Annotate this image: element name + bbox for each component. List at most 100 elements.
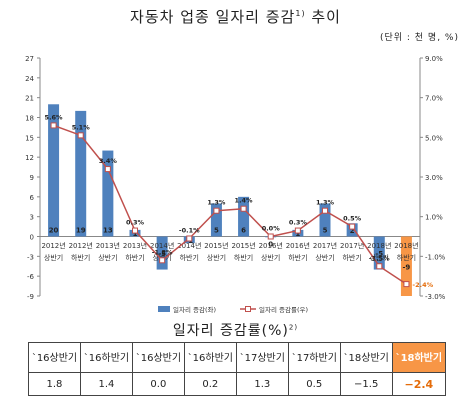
bar bbox=[156, 236, 168, 270]
table-header-cell: `17하반기 bbox=[287, 342, 341, 373]
bar bbox=[238, 196, 250, 237]
x-axis-category-label: 2013년 상반기 bbox=[96, 241, 120, 262]
combo-chart: 2724211815129630-3-6-99.0%7.0%5.0%3.0%1.… bbox=[25, 55, 446, 314]
table-value-cell: 1.8 bbox=[28, 372, 81, 396]
table-title-footnote: 2) bbox=[288, 323, 299, 332]
legend-line-label: 일자리 증감률(우) bbox=[259, 305, 308, 314]
rate-data-label: 1.3% bbox=[316, 199, 335, 207]
table-value-cell: −2.4 bbox=[391, 372, 447, 396]
right-axis-tick-label: 9.0% bbox=[425, 55, 443, 63]
right-axis-tick-label: -3.0% bbox=[425, 293, 446, 301]
table-value-cell: 1.4 bbox=[79, 372, 133, 396]
x-axis-category-label: 2017년 상반기 bbox=[313, 241, 337, 262]
left-axis-tick-label: -6 bbox=[27, 273, 35, 281]
left-axis-tick-label: 15 bbox=[25, 134, 34, 142]
x-axis-category-label: 2016년 상반기 bbox=[259, 241, 283, 262]
bar bbox=[400, 236, 412, 296]
rate-data-label: 0.3% bbox=[126, 219, 145, 227]
left-axis-tick-label: 27 bbox=[25, 55, 34, 63]
table-value-cell: 1.3 bbox=[235, 372, 289, 396]
rate-marker bbox=[322, 207, 328, 214]
x-axis-category-label: 2012년 하반기 bbox=[69, 241, 93, 262]
right-axis-tick-label: 5.0% bbox=[425, 134, 443, 142]
x-axis-category-label: 2017년 하반기 bbox=[340, 241, 364, 262]
rate-marker bbox=[294, 227, 301, 234]
rate-marker bbox=[104, 166, 111, 173]
rate-data-label: 5.1% bbox=[72, 123, 91, 131]
rate-data-label: 5.6% bbox=[45, 113, 64, 121]
table-value-cell: 0.0 bbox=[131, 372, 185, 396]
unit-label: (단위 : 천 명, %) bbox=[379, 33, 459, 43]
left-axis-tick-label: 24 bbox=[25, 75, 34, 83]
bar-data-label: 5 bbox=[214, 227, 219, 235]
bar-data-label: 20 bbox=[49, 227, 59, 235]
x-axis-category-label: 2016년 하반기 bbox=[286, 241, 310, 262]
bar-data-label: -5 bbox=[375, 250, 383, 258]
x-axis-category-label: 2018년 하반기 bbox=[394, 241, 418, 262]
rate-data-label: 3.4% bbox=[99, 157, 118, 165]
rate-marker bbox=[240, 205, 247, 212]
table-header-cell: `18상반기 bbox=[339, 342, 393, 373]
left-axis-tick-label: -3 bbox=[27, 253, 34, 261]
left-axis-tick-label: 0 bbox=[30, 234, 34, 242]
bar bbox=[346, 223, 358, 237]
rate-data-label: 1.3% bbox=[207, 199, 226, 207]
table-header-cell: `16상반기 bbox=[131, 342, 185, 373]
left-axis-tick-label: 12 bbox=[25, 154, 34, 162]
chart-title-text: 자동차 업종 일자리 증감 bbox=[130, 8, 296, 26]
bar-data-label: 13 bbox=[103, 227, 113, 235]
right-axis-tick-label: 3.0% bbox=[425, 174, 443, 182]
bar bbox=[102, 150, 114, 237]
x-axis-category-label: 2018년 상반기 bbox=[367, 241, 391, 262]
rate-marker bbox=[403, 281, 410, 288]
bar-data-label: -9 bbox=[403, 263, 411, 271]
legend-line-marker bbox=[245, 306, 251, 312]
table-title-text: 일자리 증감률(%) bbox=[172, 323, 289, 339]
rate-data-label: -1.2% bbox=[152, 248, 173, 256]
rate-marker bbox=[132, 227, 138, 234]
rate-marker bbox=[77, 132, 84, 139]
table-value-cell: 0.5 bbox=[287, 372, 341, 396]
growth-rate-table: `16상반기 `16하반기 `16상반기 `16하반기 `17상반기 `17하반기 `18상… bbox=[28, 342, 447, 396]
bar bbox=[373, 236, 385, 270]
bar-data-label: 5 bbox=[323, 227, 328, 235]
rate-data-label: 0.0% bbox=[262, 225, 281, 233]
rate-data-label: -2.4% bbox=[412, 281, 433, 289]
rate-marker bbox=[349, 223, 356, 230]
rate-data-label: 1.4% bbox=[235, 197, 254, 205]
x-axis-category-label: 2015년 하반기 bbox=[231, 241, 255, 262]
legend-bar-label: 일자리 증감(좌) bbox=[173, 305, 216, 314]
table-header-cell: `18하반기 bbox=[391, 342, 447, 373]
rate-marker bbox=[159, 257, 166, 264]
table-header-cell: `16하반기 bbox=[79, 342, 133, 373]
bar bbox=[210, 203, 222, 237]
rate-marker bbox=[213, 207, 220, 214]
bar-data-label: 2 bbox=[350, 227, 355, 235]
left-axis-tick-label: -9 bbox=[27, 293, 34, 301]
rate-marker bbox=[267, 233, 274, 240]
rate-data-label: -1.5% bbox=[369, 254, 390, 262]
rate-data-label: -0.1% bbox=[179, 226, 200, 234]
x-axis-category-label: 2012년 상반기 bbox=[41, 241, 65, 262]
bar-data-label: 1 bbox=[133, 230, 138, 238]
x-axis-category-label: 2014년 하반기 bbox=[177, 241, 201, 262]
table-value-row: 1.8 1.4 0.0 0.2 1.3 0.5 −1.5 −2.4 bbox=[28, 372, 447, 396]
bar-data-label: 0 bbox=[268, 241, 273, 249]
bar bbox=[319, 203, 331, 237]
x-axis-category-label: 2015년 상반기 bbox=[204, 241, 228, 262]
table-header-row: `16상반기 `16하반기 `16상반기 `16하반기 `17상반기 `17하반기 `18상… bbox=[28, 342, 447, 373]
bar-data-label: 1 bbox=[295, 230, 300, 238]
bar bbox=[75, 110, 87, 237]
table-value-cell: −1.5 bbox=[339, 372, 393, 396]
left-axis-tick-label: 9 bbox=[30, 174, 34, 182]
bar bbox=[48, 104, 60, 237]
rate-line bbox=[53, 124, 407, 285]
rate-marker bbox=[376, 263, 383, 270]
rate-marker bbox=[186, 235, 193, 242]
left-axis-tick-label: 21 bbox=[25, 95, 34, 103]
left-axis-tick-label: 6 bbox=[30, 194, 35, 202]
bar-data-label: -5 bbox=[158, 250, 166, 258]
table-header-cell: `16상반기 bbox=[28, 342, 81, 373]
table-header-cell: `16하반기 bbox=[183, 342, 237, 373]
legend-bar-swatch bbox=[158, 306, 170, 312]
